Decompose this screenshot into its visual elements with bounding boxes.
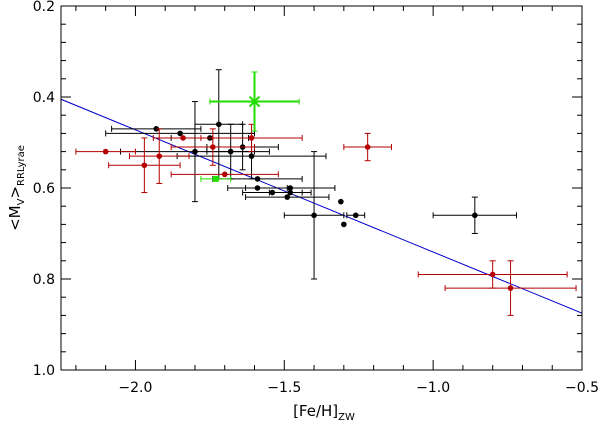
y-axis-title-sub: RRLyrae <box>16 145 27 186</box>
data-point <box>156 153 163 159</box>
x-axis-title-sub: ZW <box>338 412 355 423</box>
y-axis-title-close: > <box>6 186 24 199</box>
data-point <box>248 153 255 159</box>
data-point <box>177 130 183 137</box>
data-point <box>472 212 478 219</box>
data-point <box>215 121 222 128</box>
data-point <box>352 212 359 219</box>
data-point <box>102 148 109 155</box>
series-green-star <box>209 71 300 132</box>
plot-frame <box>60 5 583 371</box>
data-point <box>141 162 148 169</box>
y-tick-label: 0.6 <box>33 181 55 197</box>
y-axis-title-prefix: <M <box>6 205 24 231</box>
y-tick-label: 0.2 <box>33 0 55 15</box>
data-point <box>227 148 234 155</box>
x-axis-title: [Fe/H]ZW <box>293 402 355 423</box>
x-tick-label: −1.5 <box>267 380 301 396</box>
fit-line <box>61 98 582 314</box>
series-red <box>75 123 577 316</box>
fit-layer <box>61 98 582 314</box>
data-point-square <box>212 175 219 182</box>
data-point <box>489 271 496 278</box>
data-point <box>287 189 294 196</box>
y-tick-label: 0.4 <box>33 90 55 106</box>
x-tick-label: −0.5 <box>565 380 599 396</box>
data-point <box>254 176 261 182</box>
y-axis-title-mid: V <box>16 198 27 205</box>
y-tick-label: 0.8 <box>33 272 55 288</box>
data-point-asterisk <box>248 95 261 108</box>
data-point <box>248 135 255 141</box>
data-point <box>287 185 294 191</box>
data-point <box>221 171 228 178</box>
series-black <box>105 69 518 280</box>
y-tick-label: 1.0 <box>33 363 55 379</box>
data-point <box>210 144 216 150</box>
x-tick-label: −2.0 <box>118 380 152 396</box>
series-green <box>200 175 232 182</box>
x-axis-title-main: [Fe/H] <box>293 402 338 420</box>
data-point <box>311 212 317 219</box>
points-layer <box>75 69 577 316</box>
data-point <box>338 198 344 205</box>
data-point <box>341 221 347 228</box>
data-point <box>180 135 186 141</box>
y-axis-title: <MV>RRLyrae <box>6 145 27 231</box>
data-point <box>507 285 514 291</box>
data-point <box>192 148 198 155</box>
data-point <box>364 144 371 150</box>
x-tick-label: −1.0 <box>416 380 450 396</box>
data-point <box>284 194 291 200</box>
labels-layer: −2.0 −1.5 −1.0 −0.5 0.2 0.4 0.6 0.8 1.0 <box>33 0 599 396</box>
